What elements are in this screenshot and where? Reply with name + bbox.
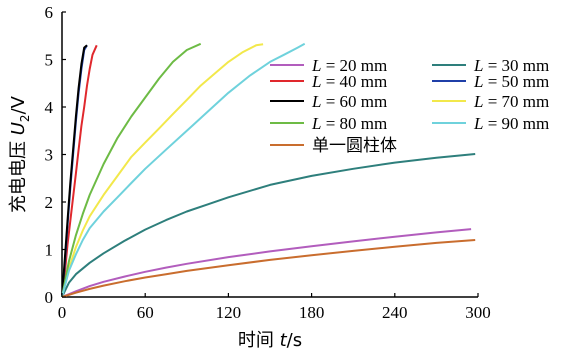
legend-label-0: L = 20 mm	[311, 56, 387, 75]
y-tick-label: 6	[45, 3, 54, 22]
y-tick-label: 3	[45, 146, 54, 165]
y-axis-title: 充电电压 U2/V	[8, 95, 32, 213]
series-line-4	[61, 44, 88, 298]
y-tick-label: 0	[45, 288, 54, 307]
legend-label-6: L = 80 mm	[311, 114, 387, 133]
x-tick-label: 300	[465, 303, 491, 322]
y-tick-label: 4	[45, 98, 54, 117]
x-axis-title: 时间 t/s	[238, 330, 302, 351]
x-tick-label: 180	[299, 303, 325, 322]
series-line-8	[61, 239, 476, 298]
y-tick-label: 5	[45, 51, 54, 70]
legend-label-2: L = 40 mm	[311, 72, 387, 91]
x-tick-label: 120	[216, 303, 242, 322]
x-tick-label: 240	[382, 303, 408, 322]
legend: L = 20 mm L = 30 mmL = 40 mm L = 50 mmL = …	[270, 56, 549, 156]
legend-label-7: L = 90 mm	[473, 114, 549, 133]
x-tick-label: 60	[137, 303, 154, 322]
y-tick-label: 2	[45, 193, 54, 212]
y-tick-label: 1	[45, 241, 54, 260]
x-tick-label: 0	[58, 303, 67, 322]
legend-label-4: L = 60 mm	[311, 92, 387, 111]
legend-label-8: 单一圆柱体	[312, 136, 397, 156]
legend-label-1: L = 30 mm	[473, 56, 549, 75]
series-line-2	[61, 44, 98, 298]
series-line-7	[61, 42, 306, 298]
series-line-1	[61, 153, 476, 298]
legend-label-3: L = 50 mm	[473, 72, 549, 91]
series-line-6	[61, 42, 202, 298]
ticks: 0 60 120 180 240 300 0 1 2 3 4 5 6	[45, 3, 491, 322]
series-group	[61, 42, 476, 298]
legend-label-5: L = 70 mm	[473, 92, 549, 111]
series-line-0	[61, 228, 472, 298]
axes	[61, 12, 478, 298]
series-line-5	[61, 43, 264, 298]
